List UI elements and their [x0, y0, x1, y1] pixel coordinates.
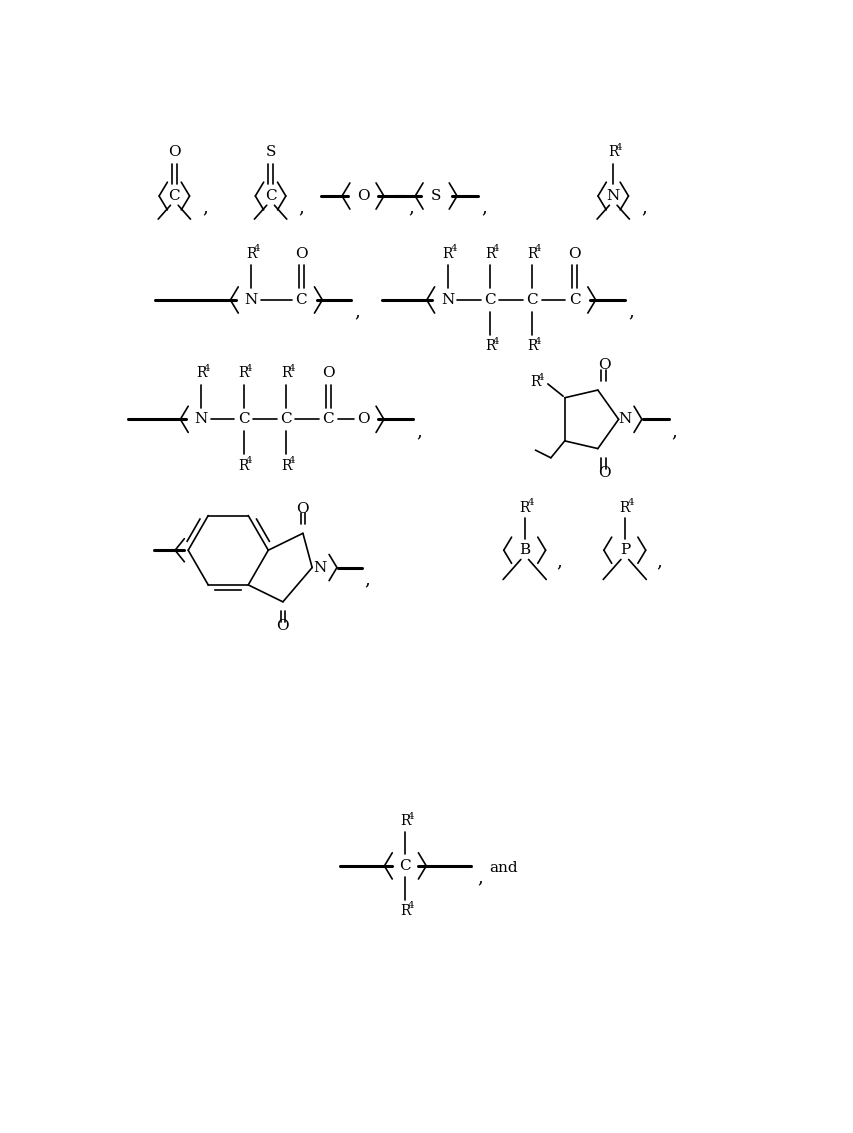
Text: O: O	[276, 620, 289, 633]
Text: 4: 4	[246, 455, 252, 465]
Text: S: S	[265, 145, 276, 159]
Text: C: C	[399, 859, 410, 872]
Text: ,: ,	[556, 553, 561, 571]
Text: and: and	[489, 861, 518, 875]
Text: 4: 4	[253, 245, 260, 254]
Text: 4: 4	[534, 245, 541, 254]
Text: C: C	[264, 189, 276, 203]
Text: R: R	[238, 366, 248, 380]
Text: ,: ,	[364, 570, 370, 588]
Text: R: R	[530, 375, 540, 390]
Text: R: R	[526, 339, 537, 353]
Text: R: R	[526, 247, 537, 261]
Text: N: N	[245, 293, 258, 307]
Text: O: O	[168, 145, 181, 159]
Text: 4: 4	[534, 337, 541, 346]
Text: R: R	[519, 501, 529, 514]
Text: R: R	[485, 247, 495, 261]
Text: 4: 4	[627, 499, 633, 508]
Text: R: R	[281, 366, 291, 380]
Text: N: N	[440, 293, 454, 307]
Text: C: C	[168, 189, 180, 203]
Text: 4: 4	[288, 455, 294, 465]
Text: ,: ,	[202, 198, 208, 216]
Text: C: C	[484, 293, 496, 307]
Text: ,: ,	[477, 869, 482, 886]
Text: 4: 4	[408, 811, 414, 820]
Text: R: R	[607, 145, 618, 159]
Text: ,: ,	[670, 421, 676, 440]
Text: ,: ,	[354, 303, 360, 321]
Text: N: N	[194, 412, 207, 426]
Text: C: C	[568, 293, 580, 307]
Text: R: R	[196, 366, 206, 380]
Text: R: R	[442, 247, 452, 261]
Text: S: S	[431, 189, 441, 203]
Text: ,: ,	[408, 198, 413, 216]
Text: ,: ,	[299, 198, 304, 216]
Text: C: C	[322, 412, 334, 426]
Text: C: C	[295, 293, 307, 307]
Text: O: O	[568, 247, 580, 261]
Text: O: O	[296, 502, 309, 516]
Text: 4: 4	[492, 245, 498, 254]
Text: O: O	[597, 466, 610, 480]
Text: 4: 4	[204, 364, 210, 373]
Text: O: O	[357, 189, 368, 203]
Text: 4: 4	[615, 143, 622, 152]
Text: O: O	[322, 366, 334, 380]
Text: ,: ,	[480, 198, 486, 216]
Text: N: N	[313, 561, 326, 574]
Text: ,: ,	[641, 198, 647, 216]
Text: O: O	[597, 358, 610, 373]
Text: B: B	[519, 543, 530, 557]
Text: P: P	[619, 543, 630, 557]
Text: ,: ,	[627, 303, 633, 321]
Text: C: C	[526, 293, 537, 307]
Text: R: R	[400, 815, 410, 828]
Text: R: R	[238, 459, 248, 472]
Text: C: C	[237, 412, 249, 426]
Text: N: N	[606, 189, 619, 203]
Text: R: R	[485, 339, 495, 353]
Text: 4: 4	[526, 499, 533, 508]
Text: R: R	[246, 247, 256, 261]
Text: 4: 4	[537, 373, 544, 382]
Text: R: R	[281, 459, 291, 472]
Text: 4: 4	[246, 364, 252, 373]
Text: 4: 4	[450, 245, 456, 254]
Text: O: O	[357, 412, 368, 426]
Text: N: N	[618, 412, 630, 426]
Text: 4: 4	[492, 337, 498, 346]
Text: ,: ,	[656, 553, 662, 571]
Text: R: R	[619, 501, 630, 514]
Text: O: O	[295, 247, 307, 261]
Text: 4: 4	[288, 364, 294, 373]
Text: 4: 4	[408, 901, 414, 910]
Text: R: R	[400, 904, 410, 918]
Text: ,: ,	[415, 421, 421, 440]
Text: C: C	[280, 412, 292, 426]
